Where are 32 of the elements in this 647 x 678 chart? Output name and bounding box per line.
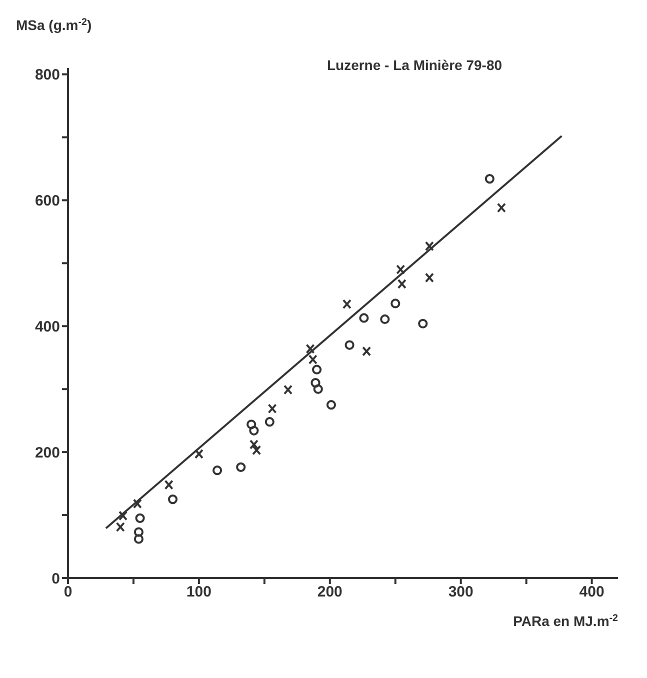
x-tick-label: 0 (64, 584, 72, 601)
x-tick-label: 100 (186, 584, 212, 601)
point (484, 174, 494, 184)
point (326, 400, 336, 410)
point (418, 318, 428, 328)
point (313, 384, 323, 394)
y-tick-label: 800 (34, 66, 60, 84)
y-tick-label: 400 (34, 318, 60, 336)
point (168, 494, 178, 504)
point (134, 527, 144, 537)
point (236, 462, 246, 472)
point (344, 340, 354, 350)
point (135, 513, 145, 523)
y-tick-label: 200 (34, 444, 60, 462)
point (246, 420, 256, 430)
point (312, 364, 322, 374)
point (249, 426, 259, 436)
x-tick-label: 400 (579, 584, 604, 601)
point (264, 417, 274, 427)
point (359, 313, 369, 323)
y-tick-label: 0 (52, 570, 60, 588)
point (134, 534, 144, 544)
y-axis-title: MSa (g.m$^{-2}$) (16, 16, 92, 33)
x-axis-title: PARa en MJ.m$^{-2}$ (513, 612, 619, 629)
point (390, 298, 400, 308)
x-tick-label: 300 (448, 584, 474, 601)
y-tick-label: 600 (34, 192, 60, 210)
point (212, 466, 222, 476)
x-tick-label: 200 (317, 584, 342, 601)
point (380, 314, 390, 324)
chart-title: Luzerne - La Minière 79-80 (326, 57, 502, 73)
point (310, 378, 320, 388)
